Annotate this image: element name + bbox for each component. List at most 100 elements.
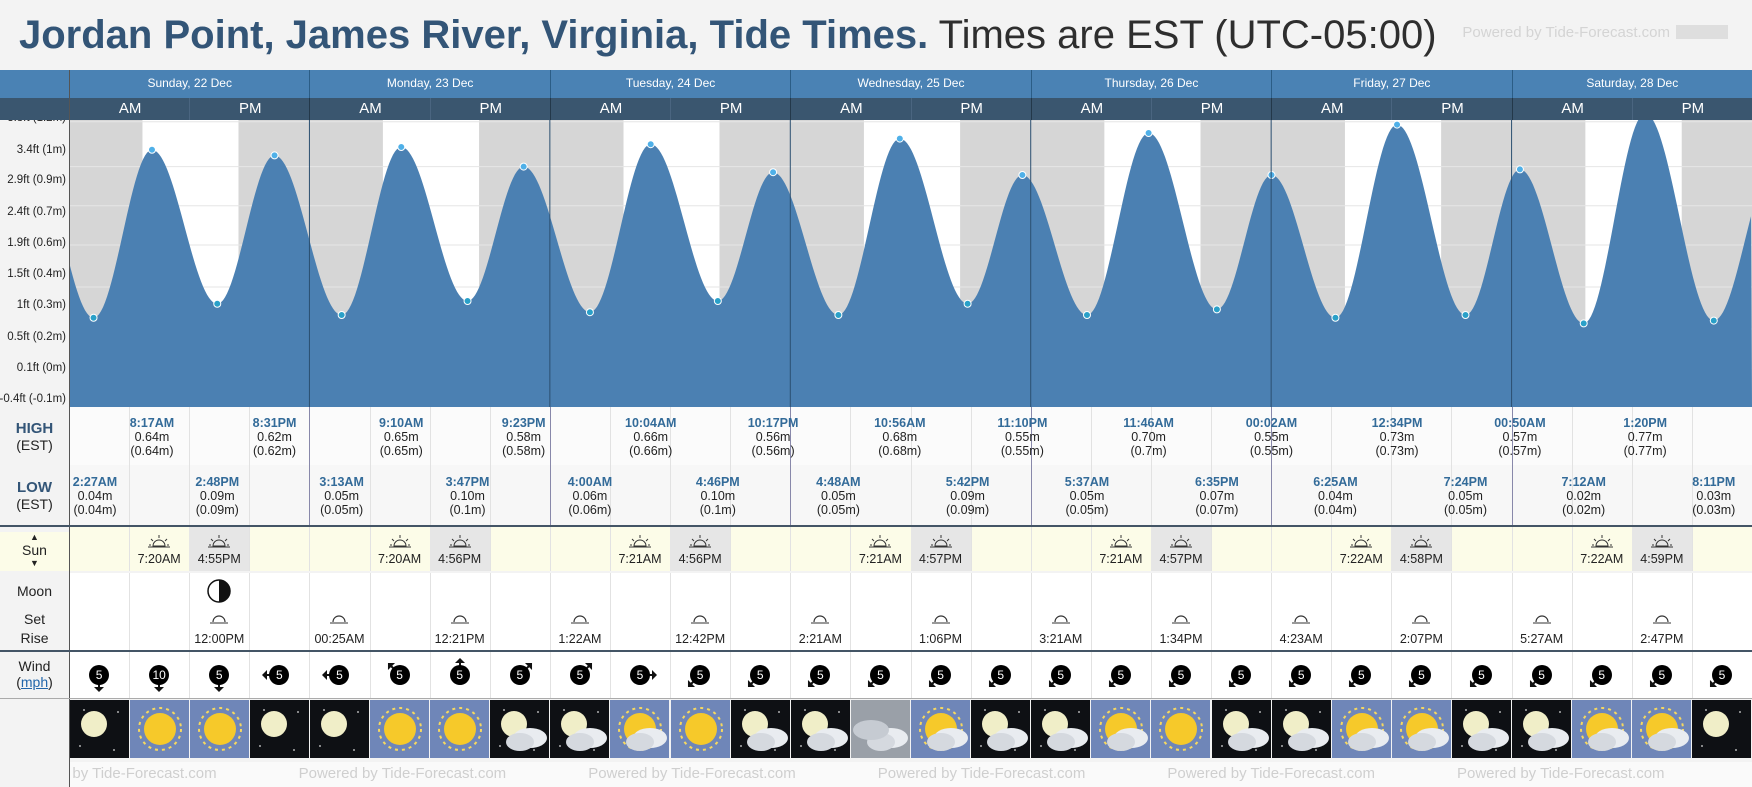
wind-cell	[369, 652, 430, 698]
moon-arc	[453, 615, 467, 623]
low-tide-metric: (0.05m)	[816, 503, 860, 517]
sun-half	[1655, 539, 1669, 547]
moon-cell	[790, 573, 850, 650]
star	[296, 711, 299, 713]
high-tide-metric: (0.73m)	[1375, 444, 1419, 458]
sun-ray	[465, 538, 469, 542]
moon-cell	[489, 573, 550, 650]
wind-speed-badge: 5	[630, 665, 651, 685]
sun-half	[1414, 539, 1428, 547]
star	[353, 749, 355, 751]
arrow-head	[262, 670, 268, 680]
wind-unit-link[interactable]: mph	[20, 674, 49, 690]
wind-cell	[309, 652, 369, 698]
wind-cell	[249, 652, 309, 698]
table-cell	[850, 407, 910, 525]
star	[1461, 745, 1463, 747]
y-axis-tick-label: 0.5ft (0.2m)	[7, 331, 66, 343]
y-axis-tick-label: 3.8ft (1.2m)	[7, 120, 66, 124]
high-tide-value: 0.56m	[755, 430, 791, 444]
sun-rays	[618, 707, 663, 751]
sun-rays	[678, 707, 723, 751]
sun-ray	[1653, 538, 1657, 542]
divider-line	[0, 650, 1752, 652]
sunset-cell-bg	[1150, 527, 1212, 571]
star	[743, 709, 746, 711]
sunrise-icon	[1350, 535, 1373, 548]
sunrise-time: 7:21AM	[618, 552, 662, 566]
wind-cell	[730, 652, 790, 698]
sunset-time: 4:55PM	[197, 552, 241, 566]
star	[78, 745, 81, 747]
sun-ray	[150, 538, 154, 542]
high-tide-entry: 00:50AM 0.57m (0.57m)	[1494, 416, 1545, 458]
ampm-label: AM	[790, 98, 911, 120]
powered-by-watermark: Powered by Tide-Forecast.com	[298, 765, 507, 782]
sun-disc	[684, 713, 717, 745]
low-tide-value: 0.05m	[324, 489, 360, 503]
low-tide-point	[713, 297, 722, 305]
cloud	[927, 733, 955, 751]
moon-time: 1:22AM	[558, 632, 602, 646]
high-tide-value: 0.68m	[882, 430, 918, 444]
low-row-label: LOW (EST)	[16, 479, 53, 513]
powered-by-top[interactable]: Powered by Tide-Forecast.com	[1462, 24, 1728, 41]
sun-cell	[489, 527, 550, 571]
high-tide-value: 0.57m	[1502, 430, 1538, 444]
partly-cloudy-day-icon	[1632, 700, 1692, 758]
sun-cell	[309, 527, 369, 571]
high-tide-entry: 12:34PM 0.73m (0.73m)	[1372, 416, 1423, 458]
high-tide-entry: 10:56AM 0.68m (0.68m)	[874, 416, 925, 458]
low-tide-entry: 5:37AM 0.05m (0.05m)	[1065, 475, 1109, 517]
sun-cell	[1691, 527, 1752, 571]
star	[292, 749, 295, 751]
star	[533, 749, 536, 751]
brand-logo-icon	[1676, 25, 1728, 39]
sun-half	[393, 539, 407, 547]
high-tide-time: 1:20PM	[1623, 416, 1668, 430]
star	[537, 711, 540, 713]
low-tide-point	[1331, 313, 1340, 322]
high-tide-entry: 11:10PM 0.55m (0.55m)	[997, 416, 1047, 458]
wind-speed-badge: 5	[449, 665, 470, 685]
low-tide-metric: (0.07m)	[1195, 503, 1239, 517]
sun-cell	[369, 527, 430, 571]
high-tide-metric: (0.7m)	[1130, 444, 1167, 458]
ampm-label: PM	[1150, 98, 1272, 120]
high-row-label: HIGH (EST)	[15, 420, 54, 454]
low-tide-metric: (0.04m)	[73, 503, 117, 517]
timezone-note: Times are EST (UTC-05:00)	[938, 13, 1437, 57]
sunset-cell-bg	[429, 527, 490, 571]
partly-cloudy-night-icon	[1211, 700, 1271, 758]
low-tide-point	[213, 299, 222, 308]
low-tide-value: 0.05m	[1069, 489, 1105, 503]
low-tide-entry: 7:12AM 0.02m (0.02m)	[1561, 475, 1605, 517]
star	[1044, 709, 1047, 711]
sun-label: Sun	[22, 542, 47, 558]
wind-speed-badge: 5	[1351, 665, 1372, 685]
table-cell	[730, 407, 790, 525]
star	[1701, 745, 1704, 747]
low-tide-value: 0.04m	[1318, 489, 1353, 503]
arrow-head	[928, 679, 936, 688]
low-tide-time: 4:48AM	[816, 475, 861, 489]
low-tide-point	[1212, 305, 1221, 314]
low-tide-time: 4:00AM	[567, 475, 613, 489]
high-tide-value: 0.55m	[1004, 430, 1040, 444]
low-tide-metric: (0.06m)	[568, 503, 612, 517]
table-cell	[670, 407, 730, 525]
sun-row-label: ▲ Sun ▼	[0, 532, 69, 571]
powered-by-watermark: Powered by Tide-Forecast.com	[1456, 765, 1665, 782]
cloud	[1648, 733, 1677, 751]
high-tide-entry: 10:17PM 0.56m (0.56m)	[748, 416, 799, 458]
ampm-label: PM	[1631, 98, 1752, 120]
wind-cell	[910, 652, 971, 698]
star	[258, 745, 261, 747]
high-tide-entry: 8:17AM 0.64m (0.64m)	[130, 416, 174, 458]
ampm-label: PM	[670, 98, 791, 120]
arrow-head	[524, 662, 532, 671]
sunny-icon	[129, 700, 189, 758]
sunset-arrow-icon: ▼	[30, 558, 39, 568]
arrow-head	[652, 670, 658, 680]
sun-rays	[1339, 707, 1384, 751]
